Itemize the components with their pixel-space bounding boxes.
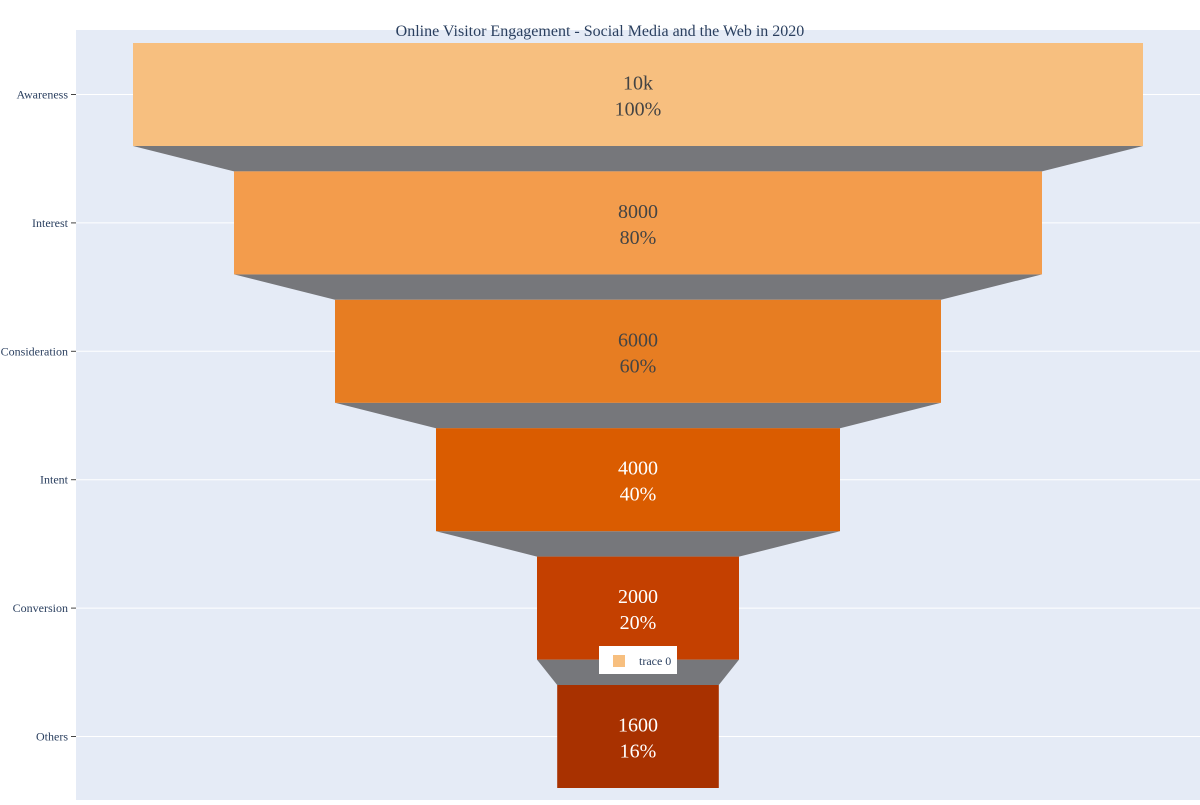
stage-percent-label-others: 16%: [620, 741, 657, 763]
funnel-connector-1: [234, 274, 1042, 300]
stage-percent-label-interest: 80%: [620, 227, 657, 249]
stage-value-label-interest: 8000: [618, 201, 658, 223]
stage-value-label-consideration: 6000: [618, 329, 658, 351]
connectors: [133, 146, 1143, 685]
stage-labels: 10k 100% 8000 80% 6000 60% 4000 40% 2000 20% 1600 1…: [615, 73, 662, 763]
funnel-bar-intent: [436, 428, 840, 532]
stage-value-label-others: 1600: [618, 715, 658, 737]
ytick-label-consideration: Consideration: [1, 344, 68, 358]
ytick-label-others: Others: [36, 730, 68, 744]
ytick-label-awareness: Awareness: [16, 88, 68, 102]
stage-value-label-conversion: 2000: [618, 586, 658, 608]
chart-title: Online Visitor Engagement - Social Media…: [396, 23, 805, 40]
stage-percent-label-consideration: 60%: [620, 355, 657, 377]
funnel-connector-2: [335, 402, 941, 429]
funnel-connector-3: [436, 531, 840, 557]
legend-swatch[interactable]: [613, 655, 625, 667]
ytick-label-intent: Intent: [40, 473, 69, 487]
funnel-bar-awareness: [133, 43, 1143, 146]
funnel-bar-consideration: [335, 299, 941, 403]
ytick-label-conversion: Conversion: [13, 601, 68, 615]
stage-percent-label-awareness: 100%: [615, 99, 662, 121]
stage-percent-label-conversion: 20%: [620, 612, 657, 634]
legend-background: [599, 646, 677, 674]
funnel-bars: [133, 43, 1143, 788]
stage-value-label-awareness: 10k: [623, 73, 653, 95]
funnel-connector-0: [133, 146, 1143, 172]
legend-label[interactable]: trace 0: [639, 654, 671, 668]
funnel-bar-conversion: [537, 556, 739, 660]
funnel-bar-others: [557, 685, 719, 788]
legend[interactable]: trace 0: [599, 646, 677, 674]
stage-value-label-intent: 4000: [618, 458, 658, 480]
stage-percent-label-intent: 40%: [620, 484, 657, 506]
ytick-label-interest: Interest: [32, 216, 69, 230]
y-axis: Awareness Interest Consideration Intent Conv…: [1, 88, 76, 744]
funnel-bar-interest: [234, 171, 1042, 275]
